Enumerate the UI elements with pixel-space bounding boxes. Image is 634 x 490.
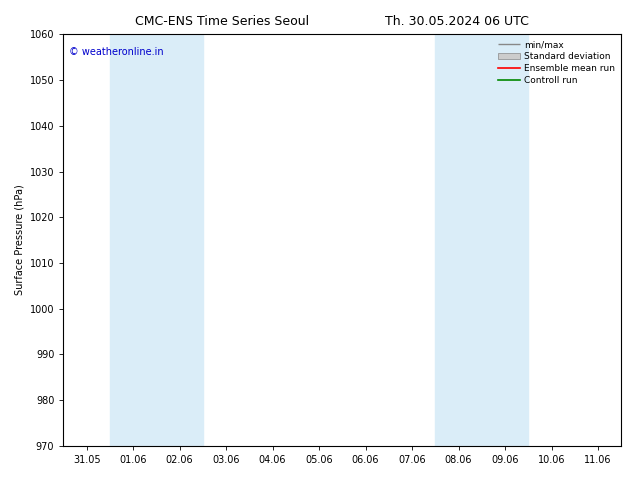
Legend: min/max, Standard deviation, Ensemble mean run, Controll run: min/max, Standard deviation, Ensemble me… — [495, 37, 619, 88]
Y-axis label: Surface Pressure (hPa): Surface Pressure (hPa) — [14, 185, 24, 295]
Text: © weatheronline.in: © weatheronline.in — [69, 47, 164, 57]
Text: Th. 30.05.2024 06 UTC: Th. 30.05.2024 06 UTC — [385, 15, 528, 28]
Bar — [436, 34, 528, 446]
Text: CMC-ENS Time Series Seoul: CMC-ENS Time Series Seoul — [135, 15, 309, 28]
Bar — [110, 34, 203, 446]
